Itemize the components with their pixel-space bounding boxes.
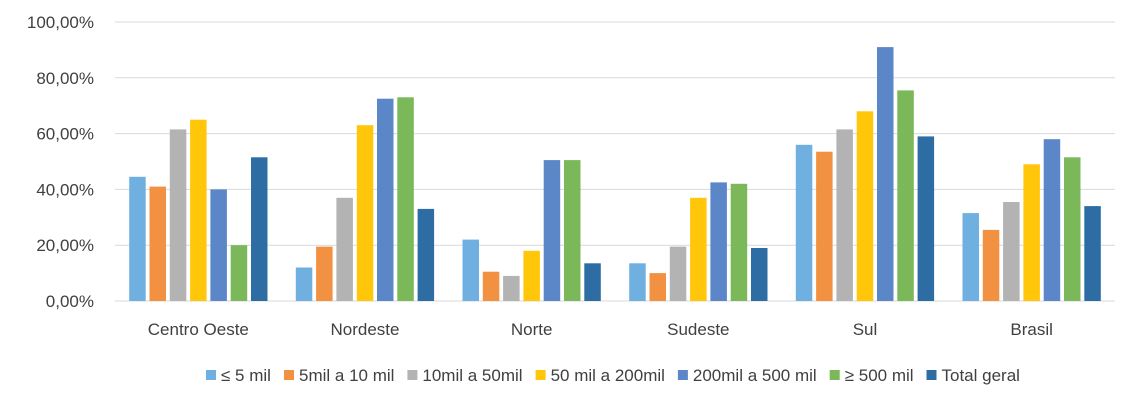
legend-swatch <box>206 370 216 380</box>
bar-nordeste-series-3 <box>356 125 374 301</box>
legend-item: 200mil a 500 mil <box>677 366 817 385</box>
y-tick-label: 60,00% <box>36 125 94 144</box>
bar-norte-series-1 <box>482 271 500 301</box>
bar-sul-series-1 <box>816 151 833 301</box>
legend: ≤ 5 mil 5mil a 10 mil 10mil a 50mil 50 mil … <box>206 366 1020 385</box>
y-tick-label: 80,00% <box>36 69 94 88</box>
legend-swatch <box>926 370 937 380</box>
legend-swatch <box>535 370 546 380</box>
legend-label: 5mil a 10 mil <box>299 366 394 385</box>
legend-swatch <box>407 370 418 380</box>
bar-centro-oeste-series-4 <box>210 189 227 301</box>
x-category-label: Centro Oeste <box>148 320 249 339</box>
legend-label: ≥ 500 mil <box>845 366 914 385</box>
bar-centro-oeste-series-0 <box>129 176 146 301</box>
bar-brasil-series-5 <box>1064 157 1081 301</box>
bar-sudeste-series-5 <box>730 183 748 301</box>
bar-sudeste-series-0 <box>629 263 646 301</box>
bar-sudeste-series-1 <box>649 273 666 301</box>
legend-item: 5mil a 10 mil <box>284 366 394 385</box>
legend-item: 50 mil a 200mil <box>535 366 665 385</box>
legend-label: 200mil a 500 mil <box>693 366 817 385</box>
legend-item: Total geral <box>926 366 1020 385</box>
bar-norte-series-3 <box>523 250 540 301</box>
legend-label: 50 mil a 200mil <box>551 366 665 385</box>
bar-brasil-series-3 <box>1023 164 1040 301</box>
bar-nordeste-series-5 <box>397 97 414 301</box>
x-category-label: Norte <box>511 320 553 339</box>
bar-sul-series-4 <box>877 47 894 301</box>
bar-centro-oeste-series-1 <box>149 186 166 301</box>
legend-label: Total geral <box>942 366 1020 385</box>
bar-centro-oeste-series-5 <box>230 245 248 301</box>
bar-sul-series-2 <box>836 129 853 301</box>
bar-sudeste-series-2 <box>669 246 687 301</box>
y-tick-label: 100,00% <box>27 13 94 32</box>
bar-nordeste-series-6 <box>417 208 435 301</box>
legend-label: 10mil a 50mil <box>422 366 522 385</box>
legend-item: ≥ 500 mil <box>829 366 914 385</box>
bar-sudeste-series-6 <box>751 248 768 301</box>
bar-centro-oeste-series-2 <box>169 129 187 301</box>
bar-norte-series-6 <box>584 263 601 301</box>
gridlines <box>115 21 1115 302</box>
legend-swatch <box>284 370 294 380</box>
bar-sul-series-3 <box>856 111 874 301</box>
bar-nordeste-series-4 <box>377 98 394 301</box>
bar-sul-series-6 <box>917 136 935 301</box>
bar-centro-oeste-series-3 <box>190 119 207 301</box>
bars <box>129 47 1101 302</box>
bar-norte-series-5 <box>564 160 581 301</box>
x-category-label: Brasil <box>1010 320 1053 339</box>
y-tick-label: 0,00% <box>46 292 94 311</box>
bar-brasil-series-1 <box>982 229 1000 301</box>
bar-brasil-series-2 <box>1003 202 1020 301</box>
legend-item: 10mil a 50mil <box>407 366 523 385</box>
x-axis-category-labels: Centro Oeste Nordeste Norte Sudeste Sul Brasi… <box>148 320 1053 339</box>
bar-centro-oeste-series-6 <box>251 157 268 301</box>
bar-brasil-series-4 <box>1043 139 1061 301</box>
bar-norte-series-0 <box>462 239 479 301</box>
y-tick-label: 20,00% <box>36 236 94 255</box>
bar-norte-series-4 <box>543 160 561 301</box>
bar-nordeste-series-0 <box>295 267 313 301</box>
bar-sudeste-series-4 <box>710 182 727 301</box>
x-category-label: Nordeste <box>331 320 400 339</box>
y-tick-label: 40,00% <box>36 180 94 199</box>
legend-item: ≤ 5 mil <box>206 366 271 385</box>
bar-nordeste-series-2 <box>336 197 353 301</box>
x-category-label: Sul <box>853 320 878 339</box>
legend-label: ≤ 5 mil <box>221 366 271 385</box>
legend-swatch <box>829 370 840 380</box>
bar-brasil-series-0 <box>962 213 979 301</box>
bar-sudeste-series-3 <box>690 197 707 301</box>
bar-nordeste-series-1 <box>316 246 333 301</box>
y-axis-tick-labels: 0,00% 20,00% 40,00% 60,00% 80,00% 100,00% <box>27 13 94 311</box>
bar-brasil-series-6 <box>1084 206 1101 301</box>
bar-norte-series-2 <box>503 275 520 301</box>
bar-sul-series-5 <box>897 90 914 302</box>
bar-sul-series-0 <box>795 144 813 301</box>
x-category-label: Sudeste <box>667 320 729 339</box>
legend-swatch <box>677 370 688 380</box>
